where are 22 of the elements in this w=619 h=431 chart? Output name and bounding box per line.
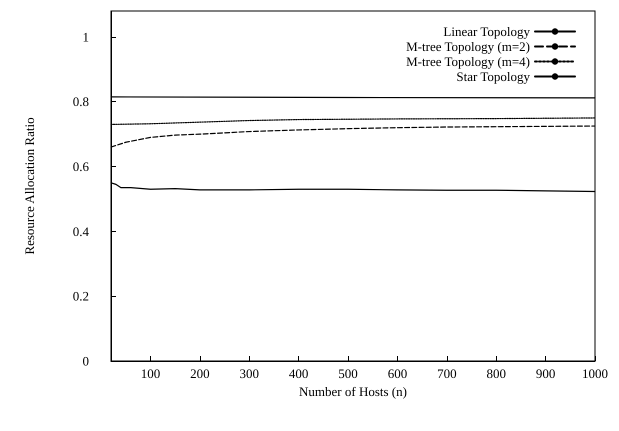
x-tick-label: 500	[338, 366, 358, 381]
x-tick-label: 800	[486, 366, 506, 381]
x-tick-label: 100	[140, 366, 160, 381]
legend-label: Linear Topology	[443, 24, 530, 39]
y-tick-label: 0.8	[72, 94, 89, 110]
legend-label: M-tree Topology (m=2)	[406, 39, 530, 54]
y-axis-title: Resource Allocation Ratio	[22, 117, 37, 255]
x-tick-label: 200	[190, 366, 210, 381]
y-tick-label: 1	[82, 29, 89, 44]
legend-label: Star Topology	[456, 69, 530, 84]
x-tick-label: 400	[288, 366, 308, 381]
x-axis-title: Number of Hosts (n)	[299, 384, 407, 399]
y-tick-label: 0	[82, 354, 89, 368]
x-tick-label: 1000	[582, 366, 608, 381]
y-tick-label: 0.2	[72, 288, 89, 304]
x-tick-label: 600	[388, 366, 408, 381]
x-tick-label: 300	[240, 366, 260, 381]
y-tick-label: 0.4	[72, 224, 90, 239]
y-tick-label: 0.6	[72, 159, 90, 174]
x-tick-label: 900	[536, 366, 556, 381]
x-tick-label: 700	[437, 366, 457, 381]
legend-label: M-tree Topology (m=4)	[406, 54, 530, 69]
